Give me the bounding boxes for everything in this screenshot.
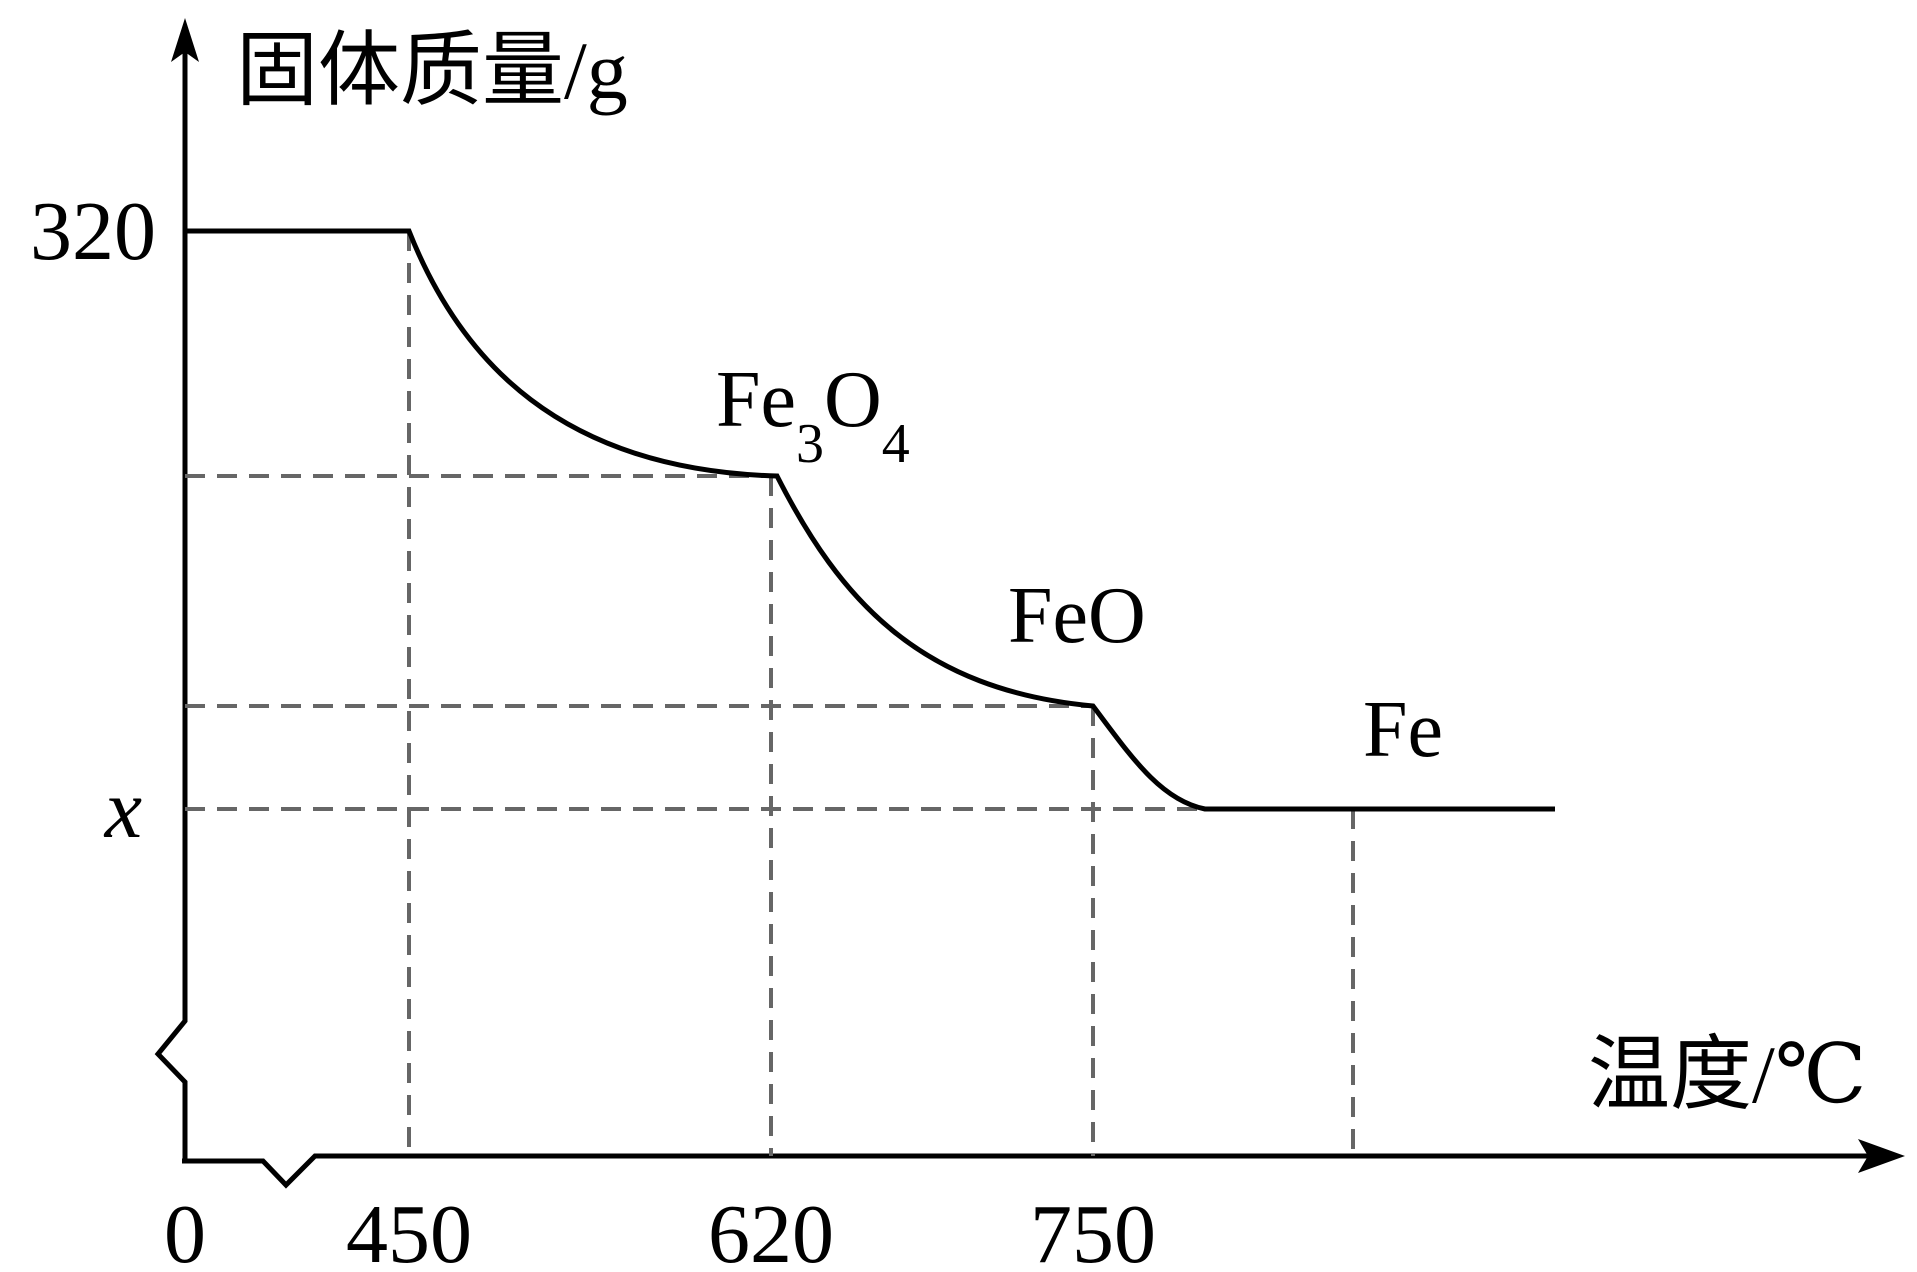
x-axis-arrow (1858, 1139, 1905, 1173)
annotation-fe3o4-fe: Fe (716, 356, 796, 444)
mass-curve (185, 228, 1555, 812)
y-tick-label: 320 (30, 185, 156, 278)
annotation-fe3o4-o: O (824, 356, 882, 444)
x-tick-label: 750 (1030, 1188, 1156, 1272)
annotation-fe3o4-sub2: 4 (882, 413, 910, 475)
annotation-fe: Fe (1363, 686, 1443, 774)
x-axis-title: 温度/℃ (1588, 1029, 1867, 1120)
y-tick-label: x (103, 763, 142, 856)
y-tick-labels: 320 x (30, 185, 156, 856)
origin-label: 0 (164, 1188, 206, 1272)
annotation-fe3o4: Fe3O4 (716, 356, 910, 475)
x-axis (182, 1153, 1880, 1189)
annotation-fe3o4-sub1: 3 (796, 413, 824, 475)
annotation-feo: FeO (1008, 572, 1146, 660)
x-tick-label: 450 (346, 1188, 472, 1272)
x-tick-labels: 450 620 750 (346, 1188, 1156, 1272)
x-tick-label: 620 (708, 1188, 834, 1272)
y-axis (154, 45, 188, 1161)
y-axis-title: 固体质量/g (236, 25, 628, 116)
guide-lines (185, 231, 1355, 1156)
y-axis-arrow (171, 18, 199, 62)
